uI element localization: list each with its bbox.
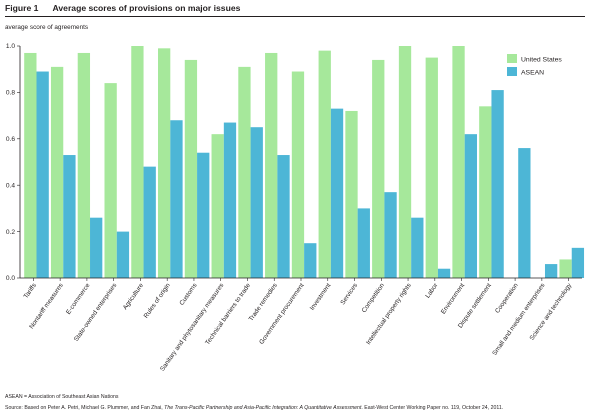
- bar-asean: [491, 90, 504, 278]
- bar-asean: [116, 231, 130, 278]
- bar-us: [398, 46, 412, 278]
- bar-asean: [464, 134, 477, 278]
- y-axis-title: average score of agreements: [5, 24, 89, 31]
- bar-asean: [544, 264, 558, 278]
- x-tick-label: E-commerce: [65, 282, 92, 316]
- bar-asean: [304, 243, 317, 278]
- bar-us: [479, 106, 492, 278]
- bar-asean: [170, 120, 183, 279]
- source-title: The Trans-Pacific Partnership and Asia-P…: [164, 405, 362, 411]
- x-tick-label: Tariffs: [23, 282, 38, 300]
- y-tick-label: 0.6: [6, 136, 15, 143]
- y-tick-label: 1.0: [6, 43, 15, 50]
- bar-us: [372, 59, 385, 278]
- bar-us: [345, 110, 358, 279]
- x-tick-label: Small and medium enterprises: [491, 282, 546, 357]
- bar-asean: [197, 152, 210, 278]
- legend-swatch: [507, 54, 517, 63]
- header-rule: [5, 16, 585, 17]
- bar-asean: [36, 71, 49, 279]
- y-tick-label: 0.0: [6, 275, 15, 282]
- bar-us: [265, 52, 278, 279]
- bar-us: [131, 46, 144, 278]
- y-tick-label: 0.2: [6, 229, 15, 236]
- figure-title: Average scores of provisions on major is…: [52, 3, 241, 13]
- y-tick-label: 0.4: [6, 182, 15, 189]
- bar-asean: [143, 166, 156, 278]
- footnote-abbreviation: ASEAN = Association of Southeast Asian N…: [5, 394, 119, 400]
- x-tick-label: Customs: [178, 282, 198, 307]
- bar-asean: [411, 217, 424, 278]
- x-tick-label: Intellectual property rights: [365, 282, 413, 346]
- bar-asean: [518, 148, 531, 278]
- bar-asean: [357, 208, 370, 278]
- source-suffix: . East-West Center Working Paper no. 119…: [361, 405, 504, 411]
- figure-number: Figure 1: [5, 3, 39, 13]
- bar-asean: [330, 108, 344, 278]
- x-tick-label: Agriculture: [122, 282, 146, 311]
- source-prefix: Source: Based on Peter A. Petri, Michael…: [5, 405, 165, 411]
- bar-asean: [277, 155, 290, 278]
- bar-us: [158, 48, 171, 278]
- y-tick-label: 0.8: [6, 90, 15, 97]
- bar-us: [211, 134, 224, 278]
- x-tick-label: Rules of origin: [143, 282, 172, 320]
- x-tick-label: Cooperation: [494, 282, 520, 315]
- bar-us: [425, 57, 438, 278]
- bar-us: [24, 52, 37, 279]
- bar-us: [77, 52, 91, 279]
- bar-asean: [90, 217, 103, 278]
- x-tick-label: Environment: [440, 282, 466, 316]
- bar-us: [318, 50, 331, 278]
- footnote-source: Source: Based on Peter A. Petri, Michael…: [5, 405, 503, 411]
- bar-us: [238, 66, 251, 278]
- bar-asean: [384, 192, 397, 278]
- bar-us: [184, 59, 198, 278]
- bar-us: [104, 83, 117, 279]
- bar-us: [50, 66, 64, 278]
- legend-label: ASEAN: [521, 70, 544, 77]
- x-tick-label: Technical barriers to trade: [204, 282, 252, 347]
- x-tick-label: Labor: [424, 281, 440, 299]
- legend-label: United States: [521, 57, 562, 64]
- bar-asean: [63, 155, 76, 278]
- bar-asean: [250, 127, 263, 278]
- bar-us: [559, 259, 572, 278]
- x-tick-label: Trade remedies: [248, 282, 279, 322]
- bar-us: [291, 71, 305, 279]
- legend-swatch: [507, 67, 517, 76]
- bar-us: [452, 46, 465, 278]
- bar-asean: [437, 268, 451, 278]
- x-tick-label: Competition: [361, 282, 387, 314]
- bar-asean: [571, 247, 585, 278]
- x-tick-label: Services: [339, 282, 359, 306]
- figure-header: Figure 1 Average scores of provisions on…: [5, 3, 240, 13]
- x-tick-label: Investment: [309, 282, 333, 312]
- x-tick-label: Government procurement: [258, 282, 306, 346]
- bar-asean: [223, 122, 237, 278]
